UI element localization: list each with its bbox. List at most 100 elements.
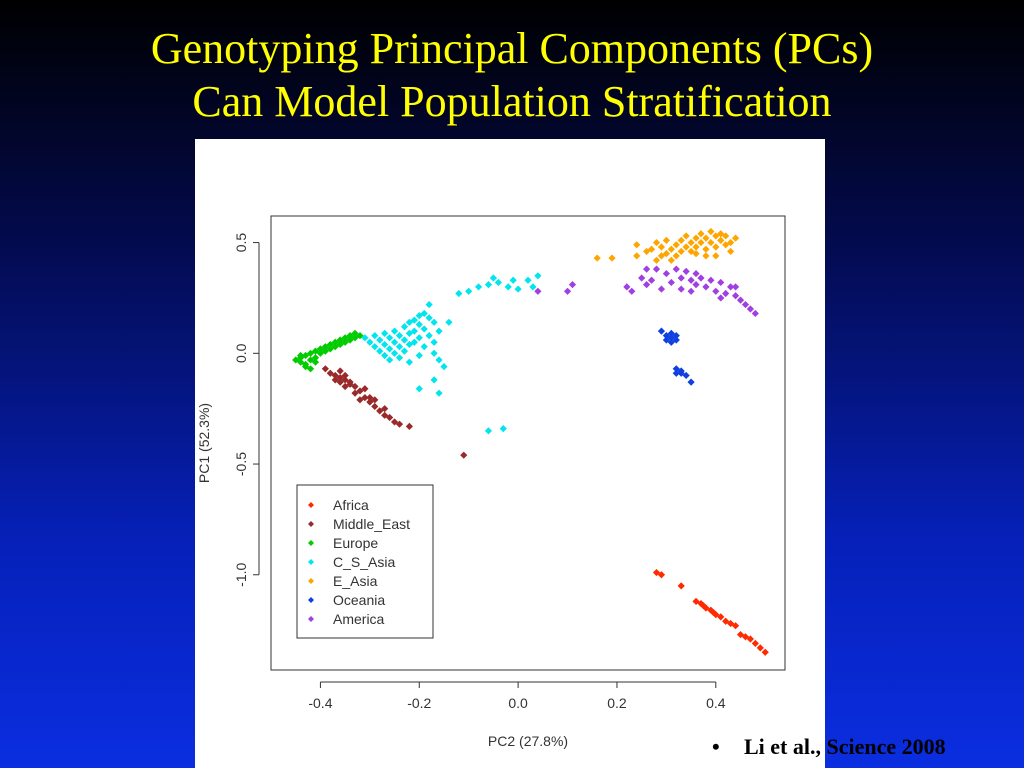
- data-point: [652, 265, 661, 273]
- data-point: [702, 252, 710, 260]
- series-oceania: [657, 327, 695, 386]
- data-point: [633, 241, 641, 249]
- data-point: [489, 274, 498, 282]
- data-point: [395, 331, 404, 340]
- data-point: [499, 425, 507, 433]
- data-point: [741, 633, 750, 641]
- data-point: [677, 247, 685, 256]
- data-point: [400, 347, 409, 355]
- series-middle-east: [321, 365, 468, 459]
- data-point: [736, 630, 745, 639]
- data-point: [709, 608, 717, 617]
- data-point: [376, 336, 384, 344]
- data-point: [509, 276, 517, 284]
- data-point: [736, 296, 745, 304]
- data-point: [687, 287, 695, 295]
- legend-america-label: America: [333, 611, 385, 627]
- data-point: [756, 644, 764, 652]
- data-point: [529, 283, 537, 291]
- data-point: [405, 422, 413, 430]
- legend-america-marker: [308, 616, 314, 622]
- slide-title: Genotyping Principal Components (PCs) Ca…: [0, 22, 1024, 128]
- data-point: [712, 252, 720, 260]
- data-point: [672, 336, 680, 344]
- data-point: [717, 236, 725, 244]
- data-point: [652, 238, 661, 247]
- series-africa: [652, 568, 769, 656]
- data-point: [371, 343, 379, 351]
- data-point: [677, 582, 685, 590]
- data-point: [445, 318, 453, 326]
- data-point: [633, 252, 641, 260]
- data-point: [677, 285, 685, 293]
- legend-oceania-marker: [308, 597, 314, 603]
- data-point: [425, 314, 433, 322]
- series-c-s-asia: [361, 272, 542, 435]
- data-point: [435, 356, 443, 364]
- x-tick-label: -0.4: [308, 695, 332, 711]
- data-point: [376, 407, 384, 415]
- legend: Africa Middle_East Europe C_S_Asia E_Asia Oce…: [296, 484, 434, 639]
- data-point: [395, 343, 404, 351]
- citation-text: Li et al., Science 2008: [744, 734, 946, 759]
- data-point: [311, 358, 320, 366]
- data-point: [494, 278, 502, 287]
- data-point: [643, 265, 651, 273]
- data-point: [534, 287, 542, 295]
- data-point: [460, 451, 468, 459]
- data-point: [425, 300, 433, 309]
- data-point: [371, 331, 379, 340]
- data-point: [682, 232, 690, 240]
- data-point: [455, 289, 463, 298]
- data-point: [731, 283, 740, 291]
- data-point: [440, 362, 448, 371]
- data-point: [420, 325, 428, 333]
- data-point: [514, 285, 522, 293]
- data-point: [722, 289, 730, 298]
- data-point: [672, 252, 680, 260]
- data-point: [420, 309, 428, 318]
- data-point: [657, 243, 666, 251]
- x-tick-label: -0.2: [407, 695, 431, 711]
- data-point: [677, 274, 685, 282]
- data-point: [687, 247, 695, 256]
- data-point: [386, 345, 394, 353]
- legend-africa-marker: [308, 502, 314, 508]
- data-point: [400, 323, 409, 331]
- data-point: [484, 427, 493, 435]
- data-point: [430, 376, 438, 384]
- data-point: [623, 283, 631, 291]
- data-point: [608, 254, 616, 262]
- y-tick-label: 0.0: [233, 343, 249, 363]
- data-point: [692, 234, 700, 242]
- data-point: [430, 338, 438, 346]
- data-point: [751, 309, 759, 318]
- data-point: [662, 250, 670, 258]
- data-point: [351, 389, 359, 397]
- data-point: [647, 245, 656, 253]
- x-axis: -0.4 -0.2 0.0 0.2 0.4: [308, 681, 726, 711]
- legend-box: [296, 484, 434, 639]
- data-point: [761, 648, 769, 656]
- data-point: [336, 367, 344, 375]
- data-point: [707, 276, 715, 284]
- data-point: [430, 318, 438, 326]
- data-point: [356, 396, 364, 404]
- legend-c-s-asia-marker: [308, 559, 314, 565]
- data-point: [643, 281, 651, 289]
- data-point: [702, 245, 710, 253]
- data-point: [652, 256, 661, 264]
- plot-panel: -0.4 -0.2 0.0 0.2 0.4 0.5 0.0 -0.5 -1.0 PC2 (27…: [195, 139, 825, 768]
- data-point: [415, 385, 423, 393]
- data-point: [400, 336, 409, 344]
- data-point: [687, 378, 695, 386]
- data-point: [707, 238, 715, 247]
- y-axis-label: PC1 (52.3%): [196, 403, 212, 483]
- data-point: [697, 274, 705, 282]
- data-point: [331, 376, 339, 384]
- data-point: [415, 334, 423, 342]
- plot-frame: [270, 215, 786, 671]
- y-tick-label: -0.5: [233, 452, 249, 476]
- scatter-plot: -0.4 -0.2 0.0 0.2 0.4 0.5 0.0 -0.5 -1.0 PC2 (27…: [196, 215, 786, 749]
- data-point: [677, 369, 685, 377]
